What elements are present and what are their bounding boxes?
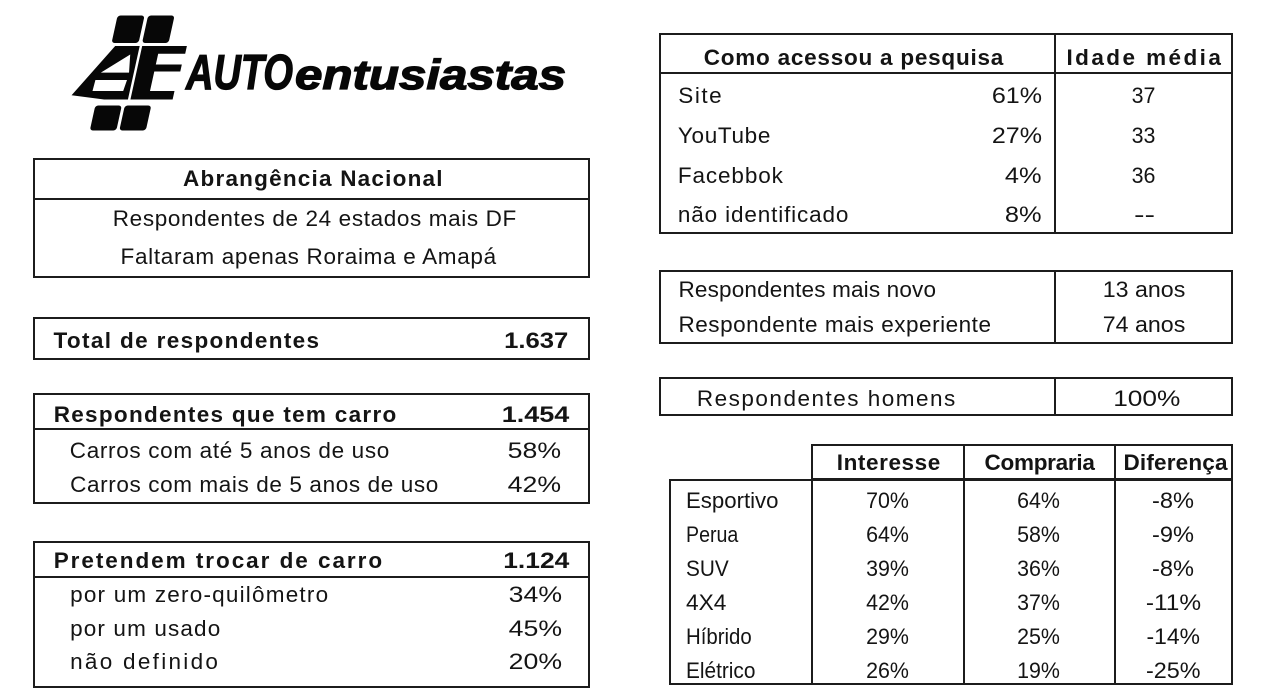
- svg-text:entusiastas: entusiastas: [295, 51, 566, 98]
- svg-text:AUTO: AUTO: [185, 46, 293, 100]
